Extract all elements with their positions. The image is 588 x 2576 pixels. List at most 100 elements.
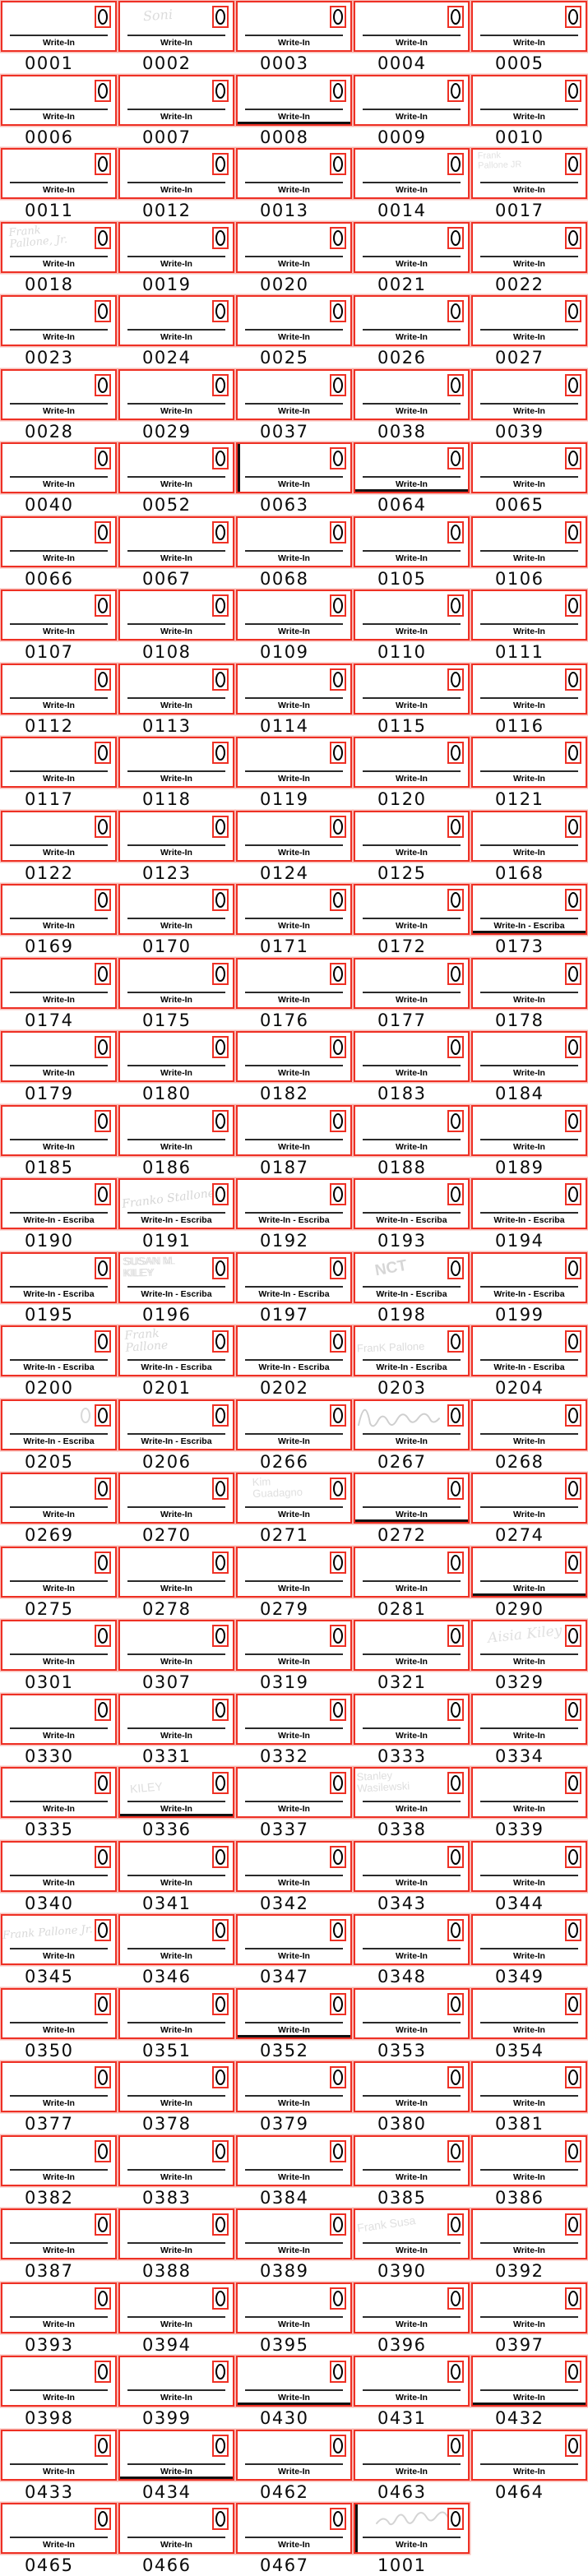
ballot-crop[interactable]: Write-In [118,957,234,1009]
ballot-crop[interactable]: Write-In [1,368,117,420]
ballot-crop[interactable]: Write-In [354,148,470,199]
ballot-crop[interactable]: Write-In [471,2208,587,2259]
ballot-crop[interactable]: Write-In [1,2282,117,2333]
ballot-crop[interactable]: Write-In - Escriba [1,1251,117,1303]
ballot-crop[interactable]: Write-In [354,2134,470,2186]
ballot-crop[interactable]: Write-In [471,957,587,1009]
ballot-crop[interactable]: Write-In [471,2282,587,2333]
ballot-crop[interactable]: Write-In [471,1104,587,1156]
ballot-crop[interactable]: Write-In [354,1473,470,1524]
ballot-crop[interactable]: Write-In - Escriba [354,1178,470,1229]
ballot-crop[interactable]: Write-In - Escriba [471,884,587,935]
ballot-crop[interactable]: Write-In [1,1473,117,1524]
ballot-crop[interactable]: Write-In [471,74,587,126]
ballot-crop[interactable]: Write-In [471,1767,587,1818]
ballot-crop[interactable]: Write-In [471,1,587,52]
ballot-crop[interactable]: Write-In [354,1620,470,1671]
ballot-crop[interactable]: Write-In [1,1,117,52]
ballot-crop[interactable]: Write-In [236,2134,352,2186]
ballot-crop[interactable]: Write-In [118,810,234,862]
ballot-crop[interactable]: Write-In [354,1546,470,1598]
ballot-crop[interactable]: Write-In [118,1987,234,2039]
ballot-crop[interactable]: Write-In [236,1767,352,1818]
ballot-crop[interactable]: Write-In [1,516,117,567]
ballot-crop[interactable]: Write-In [118,1546,234,1598]
ballot-crop[interactable]: Write-In [118,737,234,788]
ballot-crop[interactable]: Write-In [236,2503,352,2554]
ballot-crop[interactable]: Write-In [236,1104,352,1156]
ballot-crop[interactable]: Write-In [236,74,352,126]
ballot-crop[interactable]: Frank Pallone, Jr. Write-In [1,221,117,273]
ballot-crop[interactable]: Write-In [471,1399,587,1450]
ballot-crop[interactable]: Write-In [118,2282,234,2333]
ballot-crop[interactable]: Write-In [236,884,352,935]
ballot-crop[interactable]: Write-In [1,1987,117,2039]
ballot-crop[interactable]: Write-In [354,737,470,788]
ballot-crop[interactable]: Write-In [1,295,117,346]
ballot-crop[interactable]: Write-In [471,2061,587,2112]
ballot-crop[interactable]: Write-In [354,2061,470,2112]
ballot-crop[interactable]: Write-In [118,1620,234,1671]
ballot-crop[interactable]: Write-In [471,221,587,273]
ballot-crop[interactable]: Write-In [236,810,352,862]
ballot-crop[interactable]: Write-In [471,1840,587,1892]
ballot-crop[interactable]: Write-In [236,368,352,420]
ballot-crop[interactable]: Write-In [118,1104,234,1156]
ballot-crop[interactable]: NCT Write-In - Escriba [354,1251,470,1303]
ballot-crop[interactable]: Write-In [1,1031,117,1082]
ballot-crop[interactable]: Write-In [354,1914,470,1965]
ballot-crop[interactable]: Write-In [118,295,234,346]
ballot-crop[interactable]: Write-In [471,442,587,493]
ballot-crop[interactable]: Frank Susa Write-In [354,2208,470,2259]
ballot-crop[interactable]: Write-In [354,590,470,641]
ballot-crop[interactable]: Write-In [1,2356,117,2407]
ballot-crop[interactable]: SUSAN M. KILEY Write-In - Escriba [118,1251,234,1303]
ballot-crop[interactable]: Write-In [236,1546,352,1598]
ballot-crop[interactable]: Write-In [471,2429,587,2481]
ballot-crop[interactable]: Write-In [354,1031,470,1082]
ballot-crop[interactable]: Write-In - Escriba [1,1178,117,1229]
ballot-crop[interactable]: Write-In [236,1620,352,1671]
ballot-crop[interactable]: Write-In [354,221,470,273]
ballot-crop[interactable]: Write-In [471,1031,587,1082]
ballot-crop[interactable]: KILEY Write-In [118,1767,234,1818]
ballot-crop[interactable]: Write-In [471,663,587,715]
ballot-crop[interactable]: Write-In [471,1914,587,1965]
ballot-crop[interactable]: Write-In [471,1546,587,1598]
ballot-crop[interactable]: Write-In [236,221,352,273]
ballot-crop[interactable]: Write-In [471,737,587,788]
ballot-crop[interactable]: Write-In [354,957,470,1009]
ballot-crop[interactable]: Write-In [354,2503,470,2554]
ballot-crop[interactable]: Write-In [236,516,352,567]
ballot-crop[interactable]: Write-In [354,74,470,126]
ballot-crop[interactable]: Write-In [236,1987,352,2039]
ballot-crop[interactable]: Write-In [354,1399,470,1450]
ballot-crop[interactable]: Frank Pallone Write-In - Escriba [118,1325,234,1376]
ballot-crop[interactable]: Write-In [471,2356,587,2407]
ballot-crop[interactable]: Write-In [354,368,470,420]
ballot-crop[interactable]: Stanley Wasilewski Write-In [354,1767,470,1818]
ballot-crop[interactable]: Write-In - Escriba [118,1399,234,1450]
ballot-crop[interactable]: Write-In [1,1767,117,1818]
ballot-crop[interactable]: Write-In [118,2356,234,2407]
ballot-crop[interactable]: Write-In [471,810,587,862]
ballot-crop[interactable]: Kim Guadagno Write-In [236,1473,352,1524]
ballot-crop[interactable]: Write-In [1,1693,117,1745]
ballot-crop[interactable]: Write-In [1,590,117,641]
ballot-crop[interactable]: Write-In [1,1546,117,1598]
ballot-crop[interactable]: Write-In [1,1620,117,1671]
ballot-crop[interactable]: Write-In [1,2429,117,2481]
ballot-crop[interactable]: Write-In [118,2208,234,2259]
ballot-crop[interactable]: Write-In [118,1031,234,1082]
ballot-crop[interactable]: FranK Pallone Write-In - Escriba [354,1325,470,1376]
ballot-crop[interactable]: Write-In - Escriba [1,1399,117,1450]
ballot-crop[interactable]: Write-In - Escriba [236,1251,352,1303]
ballot-crop[interactable]: Write-In [236,148,352,199]
ballot-crop[interactable]: Write-In - Escriba [471,1251,587,1303]
ballot-crop[interactable]: Write-In [118,2134,234,2186]
ballot-crop[interactable]: Aisia Kiley Write-In [471,1620,587,1671]
ballot-crop[interactable]: Frank Pallone Jr. Write-In [1,1914,117,1965]
ballot-crop[interactable]: Write-In [354,2356,470,2407]
ballot-crop[interactable]: Write-In [118,663,234,715]
ballot-crop[interactable]: Write-In [471,2134,587,2186]
